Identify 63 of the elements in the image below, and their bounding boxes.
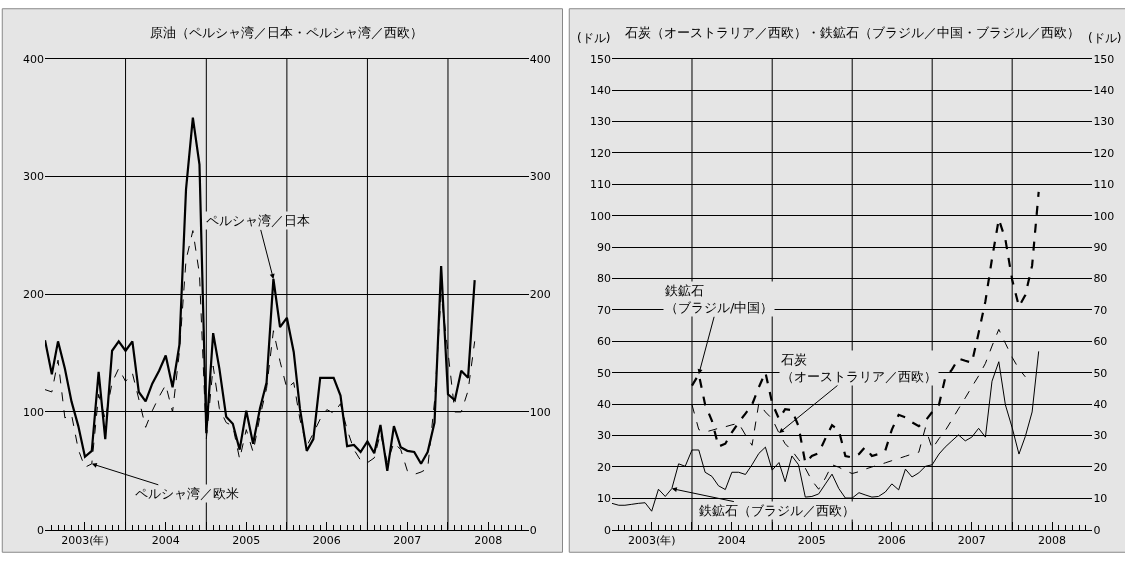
y2-tick-label: 140 — [1093, 83, 1115, 97]
annotation: 鉄鉱石（ブラジル/中国） — [665, 283, 774, 315]
y-tick-label: 80 — [597, 272, 611, 286]
y2-tick-label: 70 — [1093, 303, 1108, 317]
y-tick-label: 0 — [604, 523, 611, 537]
y-tick-label: 100 — [590, 209, 611, 223]
y-tick-label: 100 — [23, 405, 44, 419]
y2-tick-label: 80 — [1093, 272, 1108, 286]
y-tick-label: 60 — [597, 335, 611, 349]
y-tick-label: 300 — [23, 170, 44, 184]
y-tick-label: 120 — [590, 146, 611, 160]
y-tick-label: 70 — [597, 303, 611, 317]
y2-tick-label: 0 — [529, 523, 537, 537]
x-tick-label: 2006 — [312, 534, 341, 548]
y-tick-label: 150 — [590, 52, 611, 66]
y2-tick-label: 0 — [1093, 523, 1101, 537]
y-axis-title: (ドル) — [577, 31, 611, 45]
y-tick-label: 0 — [37, 523, 44, 537]
y-tick-label: 140 — [590, 83, 611, 97]
x-tick-label: 2006 — [877, 534, 906, 548]
y2-axis-title: (ドル) — [1088, 31, 1122, 45]
annotation: 鉄鉱石（ブラジル／西欧） — [699, 503, 855, 518]
y-tick-label: 10 — [597, 492, 611, 506]
y2-tick-label: 110 — [1093, 178, 1115, 192]
y-tick-label: 200 — [23, 288, 44, 302]
y2-tick-label: 100 — [1093, 209, 1115, 223]
x-tick-label: 2008 — [1038, 534, 1067, 548]
y2-tick-label: 30 — [1093, 429, 1108, 443]
x-tick-label: 2007 — [393, 534, 422, 548]
x-tick-label: 2007 — [957, 534, 986, 548]
x-tick-label: 2003(年) — [627, 534, 676, 548]
y2-tick-label: 50 — [1093, 366, 1108, 380]
y-tick-label: 30 — [597, 429, 611, 443]
annotation: ペルシャ湾／欧米 — [135, 486, 239, 501]
y2-tick-label: 120 — [1093, 146, 1115, 160]
y2-tick-label: 60 — [1093, 335, 1108, 349]
x-tick-label: 2003(年) — [61, 534, 109, 548]
y-tick-label: 50 — [597, 366, 611, 380]
x-tick-label: 2005 — [797, 534, 826, 548]
y-tick-label: 130 — [590, 115, 611, 129]
x-tick-label: 2004 — [717, 534, 746, 548]
y2-tick-label: 300 — [529, 170, 551, 184]
y2-tick-label: 200 — [529, 288, 551, 302]
annotation: 石炭（オーストラリア／西欧） — [781, 352, 937, 384]
annotation: ペルシャ湾／日本 — [206, 213, 310, 228]
y-tick-label: 90 — [597, 240, 611, 254]
chart-title: 原油（ペルシャ湾／日本・ペルシャ湾／西欧） — [150, 25, 423, 40]
y2-tick-label: 130 — [1093, 115, 1115, 129]
y2-tick-label: 40 — [1093, 397, 1108, 411]
y2-tick-label: 400 — [529, 52, 551, 66]
y2-tick-label: 100 — [529, 405, 551, 419]
chart-title: 石炭（オーストラリア／西欧）・鉄鉱石（ブラジル／中国・ブラジル／西欧） — [625, 25, 1080, 40]
y2-tick-label: 150 — [1093, 52, 1115, 66]
y-tick-label: 400 — [23, 52, 44, 66]
y2-tick-label: 90 — [1093, 240, 1108, 254]
x-tick-label: 2004 — [151, 534, 180, 548]
x-tick-label: 2008 — [474, 534, 503, 548]
x-tick-label: 2005 — [232, 534, 261, 548]
y-tick-label: 20 — [597, 460, 611, 474]
y-tick-label: 40 — [597, 397, 611, 411]
y-tick-label: 110 — [590, 178, 611, 192]
y2-tick-label: 20 — [1093, 460, 1108, 474]
y2-tick-label: 10 — [1093, 492, 1108, 506]
